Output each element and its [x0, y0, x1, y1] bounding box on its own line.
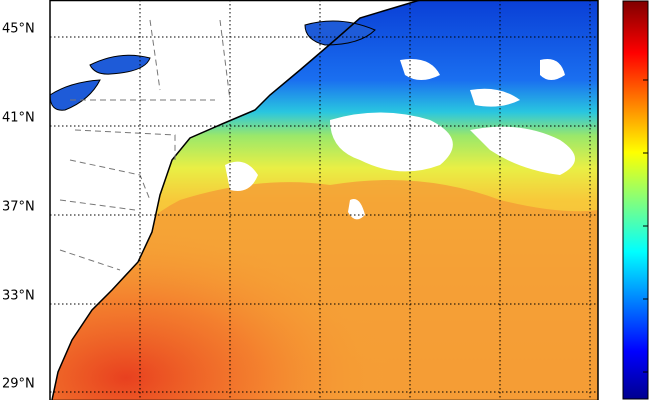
latitude-label: 45°N: [2, 22, 35, 37]
latitude-label: 37°N: [2, 200, 35, 215]
cloud-gaps: [225, 59, 575, 220]
coastline: [51, 0, 421, 400]
colorbar-scale: [622, 0, 649, 400]
sea-surface-temperature: [52, 0, 598, 400]
colorbar-ticks: [643, 79, 648, 373]
latitude-label: 33°N: [2, 289, 35, 304]
state-borders: [59, 19, 231, 271]
latitude-label: 29°N: [2, 377, 35, 392]
map-area: [49, 0, 599, 400]
great-lakes: [49, 20, 376, 111]
colorbar: [622, 0, 649, 400]
latitude-labels: 45°N 41°N 37°N 33°N 29°N: [2, 22, 35, 392]
graticule: [50, 0, 598, 400]
latitude-label: 41°N: [2, 111, 35, 126]
map-frame: [49, 0, 599, 400]
